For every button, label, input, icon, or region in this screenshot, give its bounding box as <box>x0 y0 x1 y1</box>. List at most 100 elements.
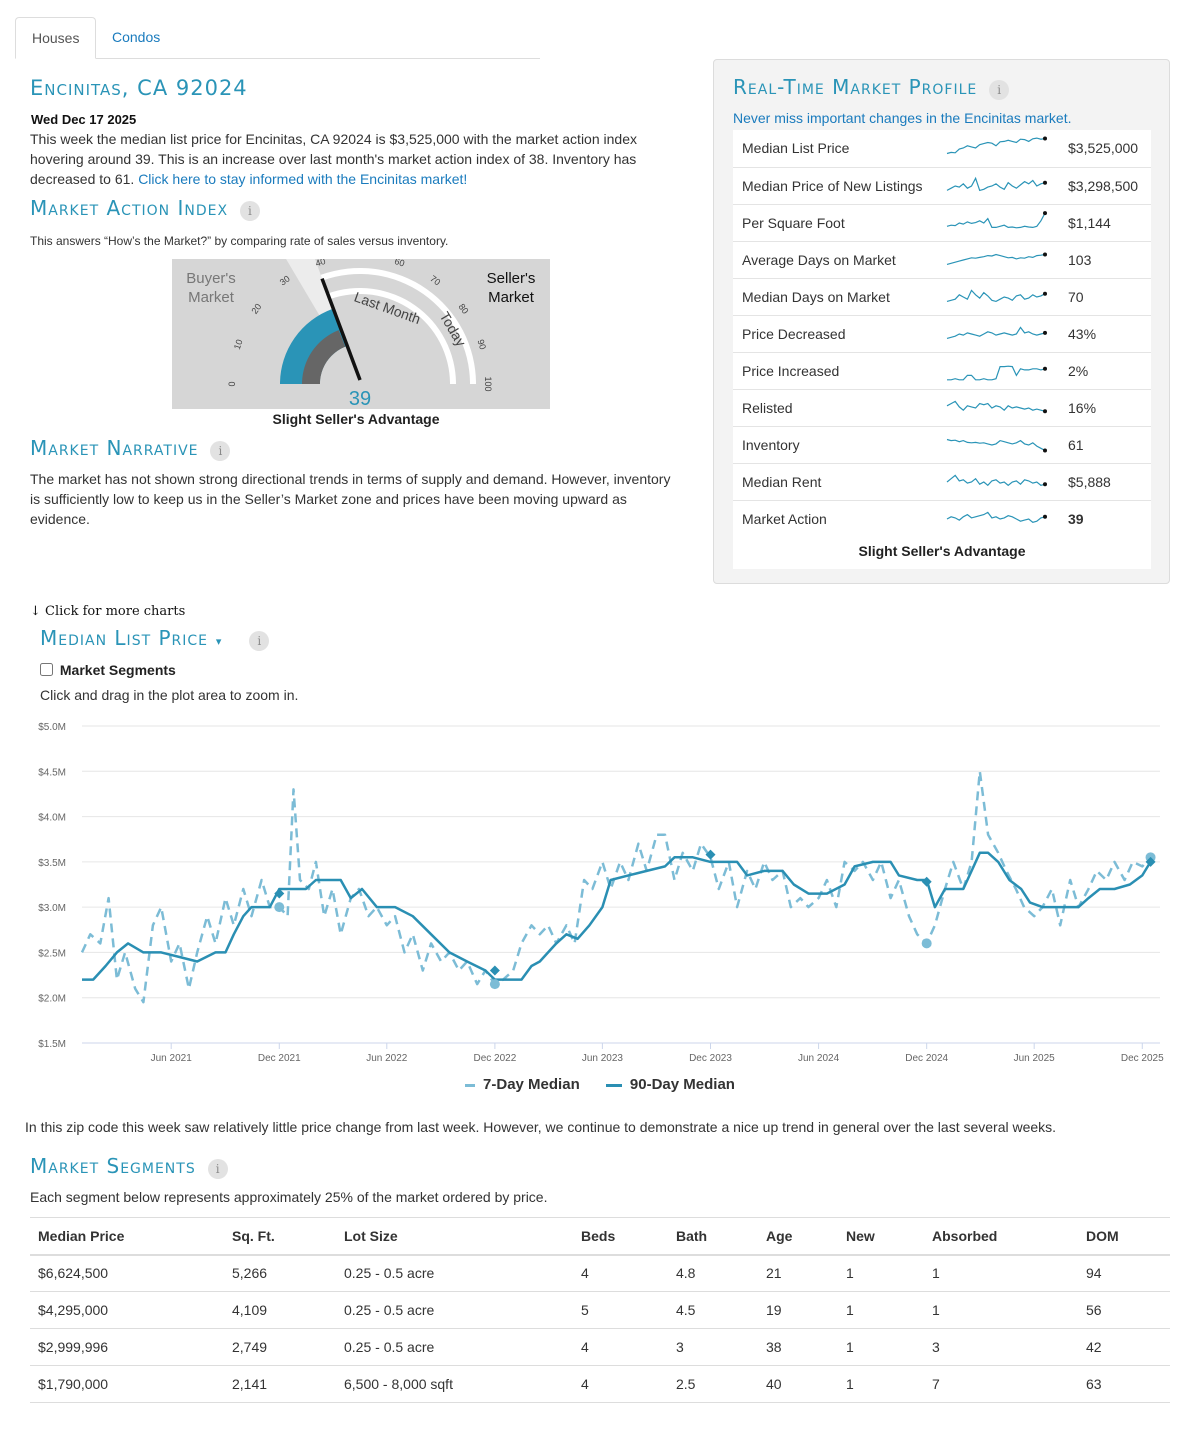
profile-row[interactable]: Median List Price $3,525,000 <box>733 130 1151 167</box>
sparkline <box>946 400 1047 414</box>
table-cell: 21 <box>758 1254 838 1292</box>
table-cell: 0.25 - 0.5 acre <box>336 1328 573 1366</box>
summary-date: Wed Dec 17 2025 <box>31 112 137 127</box>
y-tick-label: $5.0M <box>38 722 66 733</box>
profile-row[interactable]: Median Rent $5,888 <box>733 463 1151 500</box>
gauge-needle <box>320 278 362 381</box>
gauge-tick-label: 70 <box>428 273 442 287</box>
chart-header: Median List Price ▾ i <box>40 626 270 652</box>
buyers-label-line2: Market <box>188 289 234 306</box>
profile-row-label: Median Price of New Listings <box>742 178 923 194</box>
table-header-row: Median Price Sq. Ft. Lot Size Beds Bath Age Ne… <box>30 1217 1170 1256</box>
table-cell: 4 <box>573 1328 668 1366</box>
sparkline-line <box>947 365 1046 381</box>
gauge-tick-label: 30 <box>278 273 292 287</box>
table-cell: 4.5 <box>668 1291 758 1329</box>
profile-row[interactable]: Inventory 61 <box>733 426 1151 463</box>
gauge-last-month-arc <box>302 330 346 384</box>
info-icon[interactable]: i <box>210 441 231 462</box>
profile-row[interactable]: Market Action 39 <box>733 500 1151 537</box>
info-icon[interactable]: i <box>249 631 270 652</box>
sparkline-end-dot <box>1043 180 1047 185</box>
profile-row[interactable]: Per Square Foot $1,144 <box>733 204 1151 241</box>
tab-condos[interactable]: Condos <box>112 29 161 45</box>
market-action-index-subtitle: This answers “How’s the Market?” by comp… <box>30 234 449 248</box>
table-row: $2,999,996 2,749 0.25 - 0.5 acre 4 3 38 1 3 42 <box>30 1328 1170 1366</box>
data-point-marker <box>705 849 716 860</box>
x-tick-label: Dec 2021 <box>258 1053 301 1064</box>
sparkline <box>946 289 1047 303</box>
profile-row[interactable]: Average Days on Market 103 <box>733 241 1151 278</box>
table-cell: 3 <box>668 1328 758 1366</box>
profile-row-label: Median Days on Market <box>742 289 890 305</box>
x-tick-label: Jun 2023 <box>582 1053 624 1064</box>
property-type-tabs: Houses Condos <box>15 17 540 59</box>
market-action-gauge: 0102030405060708090100Last MonthToday39 … <box>172 195 550 410</box>
profile-row-label: Price Decreased <box>742 326 846 342</box>
info-icon[interactable]: i <box>239 201 260 222</box>
column-header: Median Price <box>30 1217 224 1256</box>
info-icon[interactable]: i <box>207 1159 228 1180</box>
profile-row[interactable]: Price Decreased 43% <box>733 315 1151 352</box>
sellers-label-line2: Market <box>488 289 534 306</box>
chart-commentary: In this zip code this week saw relativel… <box>25 1119 1057 1135</box>
sparkline-line <box>946 438 1046 452</box>
legend-item-90day[interactable]: 90-Day Median <box>605 1076 735 1093</box>
gauge-tick-label: 90 <box>475 338 488 351</box>
profile-row[interactable]: Median Days on Market 70 <box>733 278 1151 315</box>
column-header: Beds <box>573 1217 668 1256</box>
stay-informed-link[interactable]: Click here to stay informed with the Enc… <box>138 171 468 187</box>
market-segments-checkbox-label[interactable]: Market Segments <box>40 662 176 678</box>
sparkline-end-dot <box>1043 211 1047 216</box>
tab-houses[interactable]: Houses <box>15 17 97 59</box>
table-cell: $2,999,996 <box>30 1328 224 1366</box>
arrow-down-icon: ↓ <box>30 604 41 619</box>
table-cell: 3 <box>924 1328 1078 1366</box>
market-profile-header: Real-Time Market Profile i <box>733 75 1010 101</box>
profile-row[interactable]: Relisted 16% <box>733 389 1151 426</box>
market-segments-title: Market Segments <box>30 1154 196 1178</box>
table-cell: 38 <box>758 1328 838 1366</box>
caret-down-icon[interactable]: ▾ <box>215 636 222 648</box>
data-point-marker <box>921 938 932 949</box>
market-segments-checkbox[interactable] <box>40 663 53 676</box>
sparkline-line <box>946 176 1046 192</box>
gauge-tick-label: 20 <box>249 302 263 316</box>
profile-row[interactable]: Price Increased 2% <box>733 352 1151 389</box>
sparkline <box>946 511 1047 523</box>
y-tick-label: $1.5M <box>38 1039 66 1050</box>
info-icon[interactable]: i <box>989 80 1010 101</box>
median-list-price-chart[interactable]: $1.5M $2.0M $2.5M $3.0M $3.5M $4.0M $4.5M $5.0M… <box>20 712 1180 1072</box>
gauge-tick-label: 10 <box>232 338 245 351</box>
gauge-value: 39 <box>349 388 371 409</box>
sparkline-end-dot <box>1043 136 1047 141</box>
market-segments-subtitle: Each segment below represents approximat… <box>30 1189 548 1205</box>
sparkline-line <box>946 326 1046 339</box>
table-cell: 40 <box>758 1365 838 1403</box>
table-cell: 4.8 <box>668 1254 758 1292</box>
chart-title-dropdown[interactable]: Median List Price <box>40 626 209 650</box>
y-tick-label: $2.0M <box>38 994 66 1005</box>
more-charts-link[interactable]: ↓ Click for more charts <box>30 604 185 619</box>
market-profile-tagline[interactable]: Never miss important changes in the Enci… <box>733 110 1072 126</box>
profile-row-value: $1,144 <box>1068 215 1111 231</box>
sellers-market-label: Seller's Market <box>472 269 550 307</box>
table-cell: 1 <box>924 1254 1078 1292</box>
table-row: $6,624,500 5,266 0.25 - 0.5 acre 4 4.8 21 1 1 94 <box>30 1254 1170 1292</box>
gauge-tick-label: 100 <box>483 376 493 391</box>
profile-row-value: 43% <box>1068 326 1097 342</box>
legend-label-90day: 90-Day Median <box>629 1076 735 1093</box>
sparkline-end-dot <box>1043 448 1047 453</box>
profile-row-label: Median List Price <box>742 140 850 156</box>
profile-row-value: 103 <box>1068 252 1092 268</box>
more-charts-label: Click for more charts <box>45 604 186 619</box>
gauge-tick-label: 40 <box>314 259 327 269</box>
table-cell: 2.5 <box>668 1365 758 1403</box>
data-point-marker <box>274 888 285 899</box>
legend-item-7day[interactable]: 7-Day Median <box>465 1076 584 1093</box>
chart-legend: 7-Day Median 90-Day Median <box>0 1076 1200 1093</box>
table-cell: 1 <box>838 1328 924 1366</box>
profile-row[interactable]: Median Price of New Listings $3,298,500 <box>733 167 1151 204</box>
sparkline <box>946 252 1047 265</box>
data-point-marker <box>489 979 500 990</box>
